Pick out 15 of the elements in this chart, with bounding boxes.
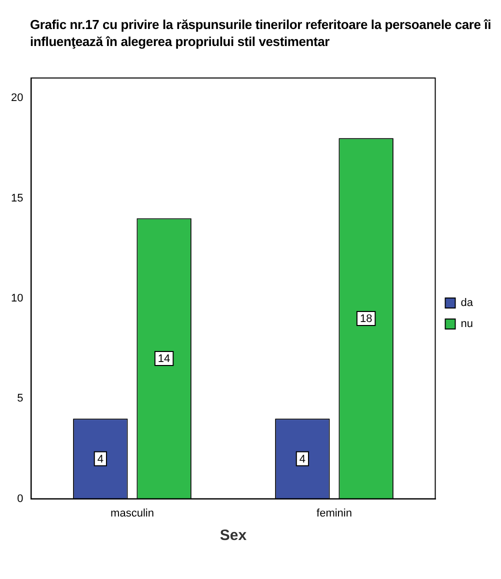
legend-label: da: [460, 297, 474, 310]
x-tick-label: feminin: [316, 507, 352, 520]
x-tick-label: masculin: [110, 507, 154, 520]
data-label: 18: [360, 312, 372, 325]
x-axis-title: Sex: [220, 527, 248, 544]
data-label: 14: [158, 353, 170, 366]
legend-label: nu: [460, 318, 474, 330]
data-label: 4: [299, 453, 306, 466]
y-tick-label: 0: [17, 492, 24, 505]
y-tick-label: 15: [10, 192, 24, 204]
y-tick-label: 20: [10, 92, 24, 104]
y-tick-label: 5: [17, 392, 24, 405]
chart-title: Grafic nr.17 cu privire la răspunsurile tinerilor referitoare la persoanele care îi influenţează în alegerea propriului stil vestimentar: [29, 16, 492, 50]
y-tick-label: 10: [10, 292, 24, 304]
data-label: 4: [97, 453, 104, 466]
